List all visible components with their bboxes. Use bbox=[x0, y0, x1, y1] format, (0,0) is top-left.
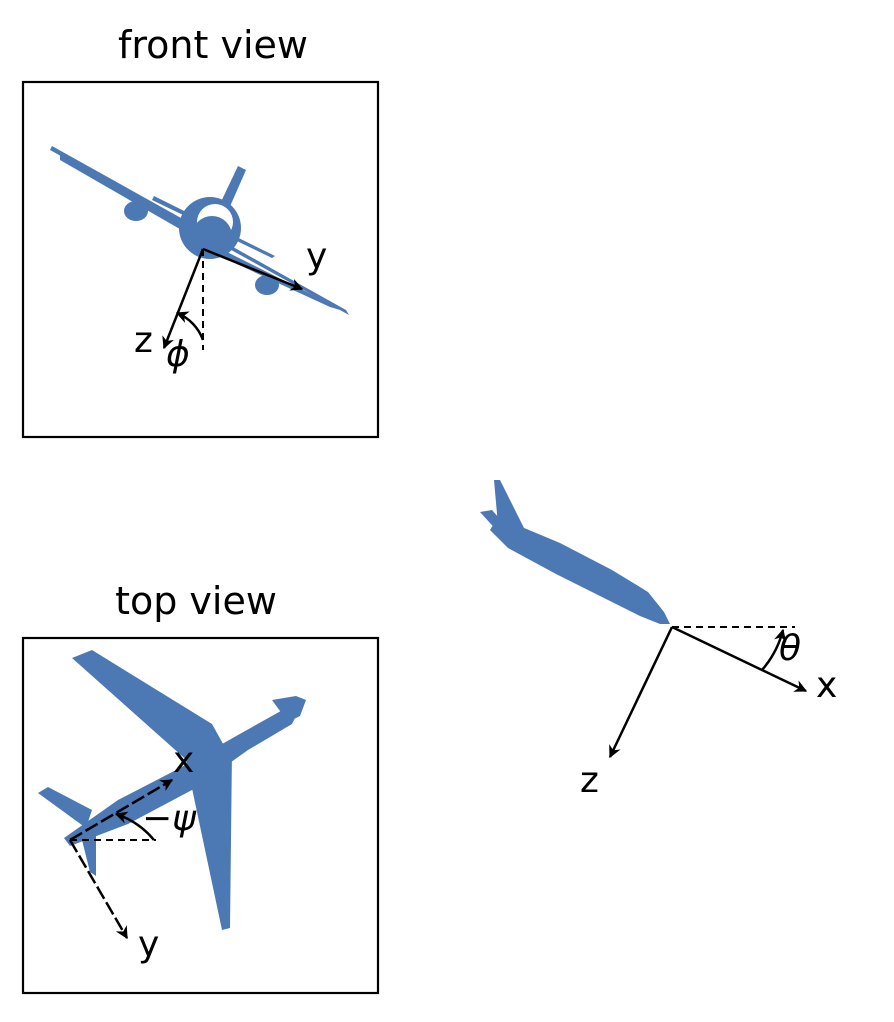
front-view-panel: front view y z ϕ bbox=[21, 23, 380, 439]
side-view-airplane-icon bbox=[480, 480, 670, 624]
side-view-x-label: x bbox=[816, 665, 837, 706]
side-view-x-axis bbox=[671, 625, 808, 693]
front-view-phi-label: ϕ bbox=[166, 334, 190, 375]
front-view-z-label: z bbox=[134, 320, 153, 361]
top-view-title: top view bbox=[115, 579, 277, 623]
front-view-y-label: y bbox=[306, 236, 327, 277]
top-view-x-axis bbox=[69, 778, 174, 842]
front-view-phi-arc bbox=[175, 311, 205, 341]
top-view-y-label: y bbox=[138, 924, 159, 965]
side-view-panel: x z θ bbox=[480, 480, 837, 801]
side-view-theta-arc bbox=[761, 628, 787, 671]
front-view-frame bbox=[21, 80, 380, 439]
side-view-z-axis bbox=[608, 626, 674, 759]
top-view-frame bbox=[21, 636, 380, 995]
top-view-psi-arc bbox=[114, 811, 155, 841]
front-view-title: front view bbox=[118, 23, 308, 67]
side-view-z-label: z bbox=[580, 760, 599, 801]
front-view-z-axis bbox=[162, 248, 205, 350]
top-view-panel: top view x y −ψ bbox=[21, 579, 380, 995]
top-view-y-axis bbox=[68, 839, 129, 940]
top-view-x-label: x bbox=[173, 740, 194, 781]
side-view-theta-label: θ bbox=[779, 628, 801, 669]
front-view-y-axis bbox=[202, 247, 304, 291]
top-view-psi-label: −ψ bbox=[142, 798, 197, 839]
top-view-airplane-icon bbox=[38, 650, 306, 930]
front-view-fuselage-nose bbox=[192, 216, 232, 256]
